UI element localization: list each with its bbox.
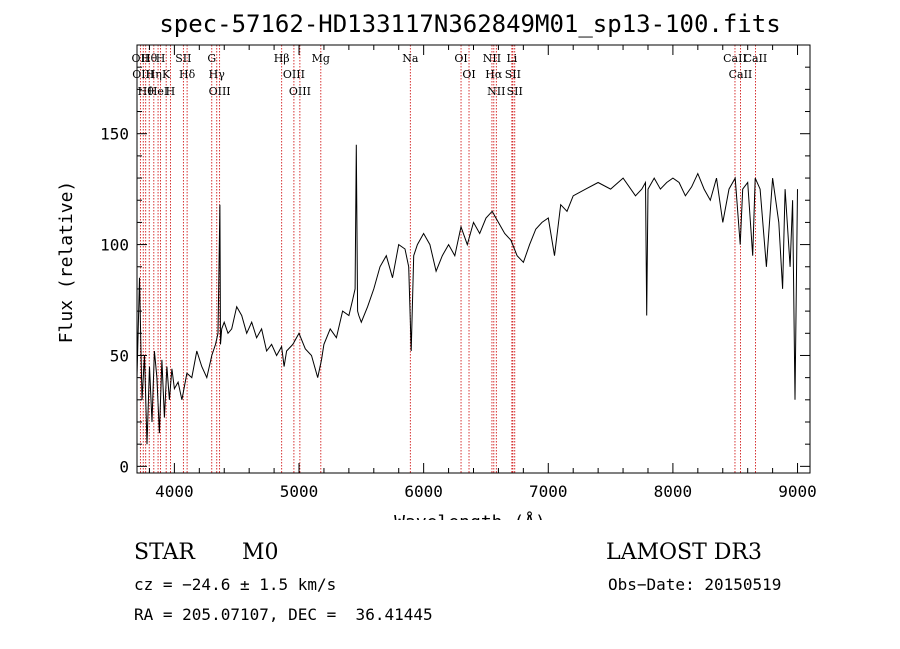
spectral-line-label: OI (462, 68, 475, 81)
spectral-line-label: OIII (289, 85, 311, 98)
spectral-line-label: K (162, 68, 171, 81)
x-tick-label: 5000 (280, 482, 319, 501)
spectral-line-markers (139, 45, 756, 473)
survey-name: LAMOST DR3 (606, 540, 762, 565)
object-subclass: M0 (242, 540, 279, 565)
observation-date: Obs−Date: 20150519 (608, 575, 782, 594)
spectral-line-label: SII (505, 68, 521, 81)
coordinates: RA = 205.07107, DEC = 36.41445 (134, 605, 433, 624)
redshift-velocity: cz = −24.6 ± 1.5 km/s (134, 575, 337, 594)
x-tick-label: 6000 (404, 482, 443, 501)
y-axis-ticks: 0 50 100 150 (100, 66, 810, 476)
spectral-line-label: Hθ (138, 85, 155, 98)
y-tick-label: 50 (110, 346, 129, 365)
spectral-line-labels: OIIOIIIHθHθHηHeIHKHSIIHδGHγOIIIHβOIIIOII… (132, 52, 768, 98)
spectral-line-label: Hβ (274, 52, 290, 65)
spectral-line-label: Hη (146, 68, 162, 81)
object-type: STAR (134, 540, 195, 565)
plot-frame (136, 44, 811, 474)
y-axis-label: Flux (relative) (56, 181, 77, 344)
spectral-line-label: NII (487, 85, 505, 98)
spectral-line-label: Hα (485, 68, 503, 81)
spectral-line-label: OII (132, 52, 150, 65)
spectral-line-label: NII (483, 52, 501, 65)
spectral-line-label: Mg (312, 52, 330, 65)
spectral-line-label: HeI (148, 85, 168, 98)
y-tick-label: 100 (100, 236, 129, 255)
y-tick-label: 150 (100, 125, 129, 144)
spectral-line-label: SII (507, 85, 523, 98)
x-axis-ticks: 4000 5000 6000 7000 8000 9000 (148, 45, 817, 501)
chart-title: spec-57162-HD133117N362849M01_sp13-100.f… (159, 10, 780, 38)
spectral-line-label: OI (454, 52, 467, 65)
x-tick-label: 8000 (654, 482, 693, 501)
spectral-line-label: CaII (723, 52, 747, 65)
spectral-line-label: Hθ (141, 52, 158, 65)
spectral-line-label: SII (175, 52, 191, 65)
y-tick-label: 0 (119, 457, 129, 476)
x-axis-label: Wavelength (Å) (394, 511, 546, 520)
spectral-line-label: Li (506, 52, 517, 65)
spectral-line-label: G (207, 52, 216, 65)
x-tick-label: 7000 (529, 482, 568, 501)
spectral-line-label: CaII (744, 52, 768, 65)
spectral-line-label: Hγ (209, 68, 226, 81)
spectral-line-label: OIII (132, 68, 154, 81)
spectrum-chart: spec-57162-HD133117N362849M01_sp13-100.f… (56, 10, 817, 520)
x-tick-label: 9000 (778, 482, 817, 501)
spectral-line-label: H (156, 52, 166, 65)
spectrum-series (136, 144, 798, 445)
spectral-line-label: Na (402, 52, 419, 65)
spectral-line-label: OIII (283, 68, 305, 81)
spectral-line-label: OIII (209, 85, 231, 98)
x-tick-label: 4000 (155, 482, 194, 501)
spectral-line-label: CaII (729, 68, 753, 81)
spectral-line-label: H (166, 85, 176, 98)
spectral-line-label: Hδ (179, 68, 196, 81)
